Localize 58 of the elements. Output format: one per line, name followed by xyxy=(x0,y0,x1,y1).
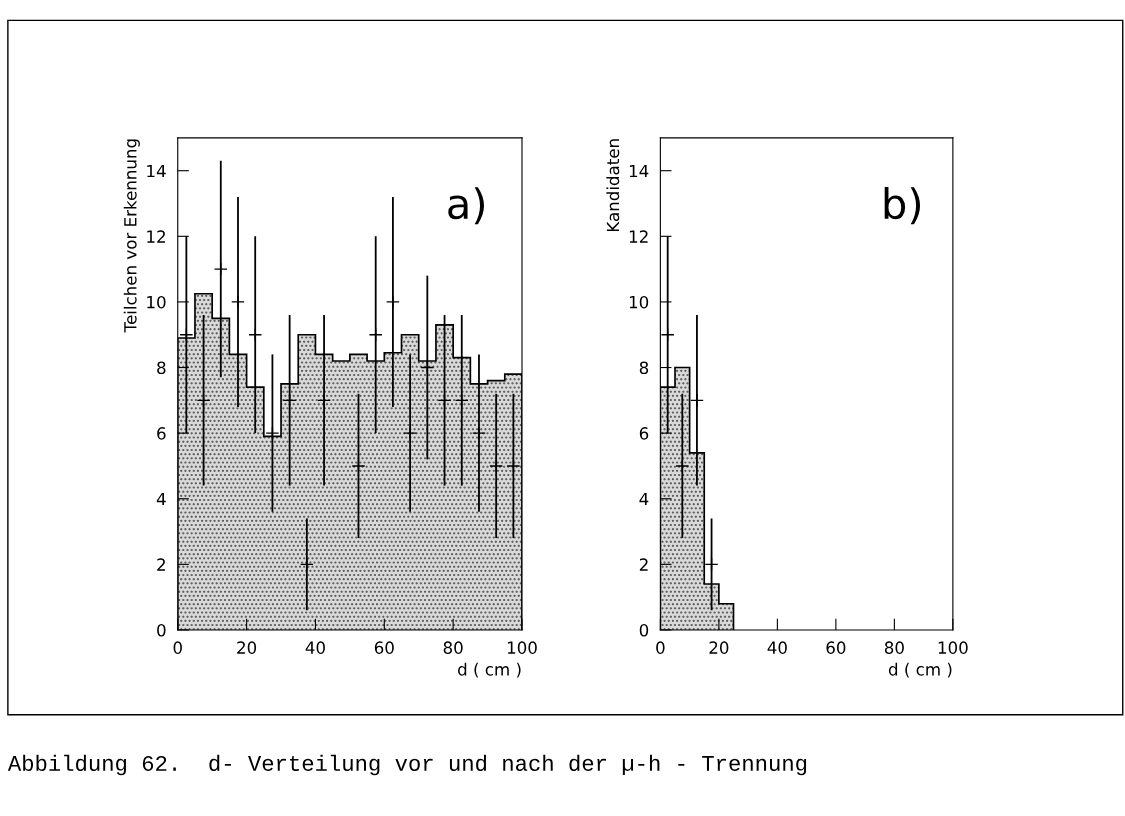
point xyxy=(385,294,400,309)
x-tick-label: 20 xyxy=(237,641,257,654)
y-tick-label: 14 xyxy=(147,164,166,178)
y-tick-label: 0 xyxy=(639,623,649,637)
point xyxy=(660,327,675,342)
y-tick-label: 2 xyxy=(157,558,165,571)
point xyxy=(689,393,704,408)
point xyxy=(317,393,332,408)
point xyxy=(437,393,452,408)
x-axis-title: d ( cm ) xyxy=(458,662,521,678)
point xyxy=(506,458,521,473)
point xyxy=(489,458,504,473)
y-tick-label: 4 xyxy=(156,492,166,506)
point xyxy=(351,458,366,473)
y-tick-label: 2 xyxy=(639,558,648,571)
point xyxy=(675,458,690,473)
y-tick-label: 12 xyxy=(147,230,165,243)
y-tick-label: 4 xyxy=(639,492,649,506)
point xyxy=(454,393,469,408)
x-tick-label: 80 xyxy=(443,641,463,654)
x-axis-title: d ( cm ) xyxy=(888,662,952,678)
x-tick-label: 0 xyxy=(173,641,182,654)
y-tick-label: 12 xyxy=(629,230,648,243)
x-tick-label: 0 xyxy=(656,641,665,654)
y-tick-label: 10 xyxy=(629,295,649,309)
point xyxy=(248,327,263,342)
x-tick-label: 40 xyxy=(767,641,787,654)
x-tick-label: 60 xyxy=(826,641,846,654)
x-tick-label: 60 xyxy=(374,641,394,654)
x-tick-label: 100 xyxy=(938,641,968,654)
y-tick-label: 8 xyxy=(639,361,649,375)
y-tick-label: 6 xyxy=(639,427,649,440)
point xyxy=(282,393,297,408)
point xyxy=(472,426,486,441)
y-tick-label: 8 xyxy=(157,361,166,375)
text: Abbildung 62. d- Verteilung vor und nach der µ-h - Trennung xyxy=(7,754,807,776)
y-axis-title: Kandidaten xyxy=(606,139,620,232)
point xyxy=(231,294,245,309)
point xyxy=(299,557,314,572)
y-tick-label: 6 xyxy=(157,427,166,440)
point xyxy=(704,557,719,572)
annotation: b) xyxy=(884,187,921,225)
annotation: a) xyxy=(448,187,484,225)
point xyxy=(213,262,228,277)
y-tick-label: 10 xyxy=(147,295,166,309)
y-axis-title: Teilchen vor Erkennung xyxy=(123,139,140,333)
point xyxy=(420,360,435,375)
y-tick-label: 0 xyxy=(157,623,166,637)
x-tick-label: 20 xyxy=(709,641,729,654)
point xyxy=(196,393,211,408)
x-tick-label: 100 xyxy=(507,641,537,654)
point xyxy=(265,426,280,441)
x-tick-label: 80 xyxy=(884,641,904,654)
y-tick-label: 14 xyxy=(629,164,649,178)
point xyxy=(403,426,418,441)
point xyxy=(368,327,383,342)
x-tick-label: 40 xyxy=(305,641,325,654)
point xyxy=(179,327,194,342)
